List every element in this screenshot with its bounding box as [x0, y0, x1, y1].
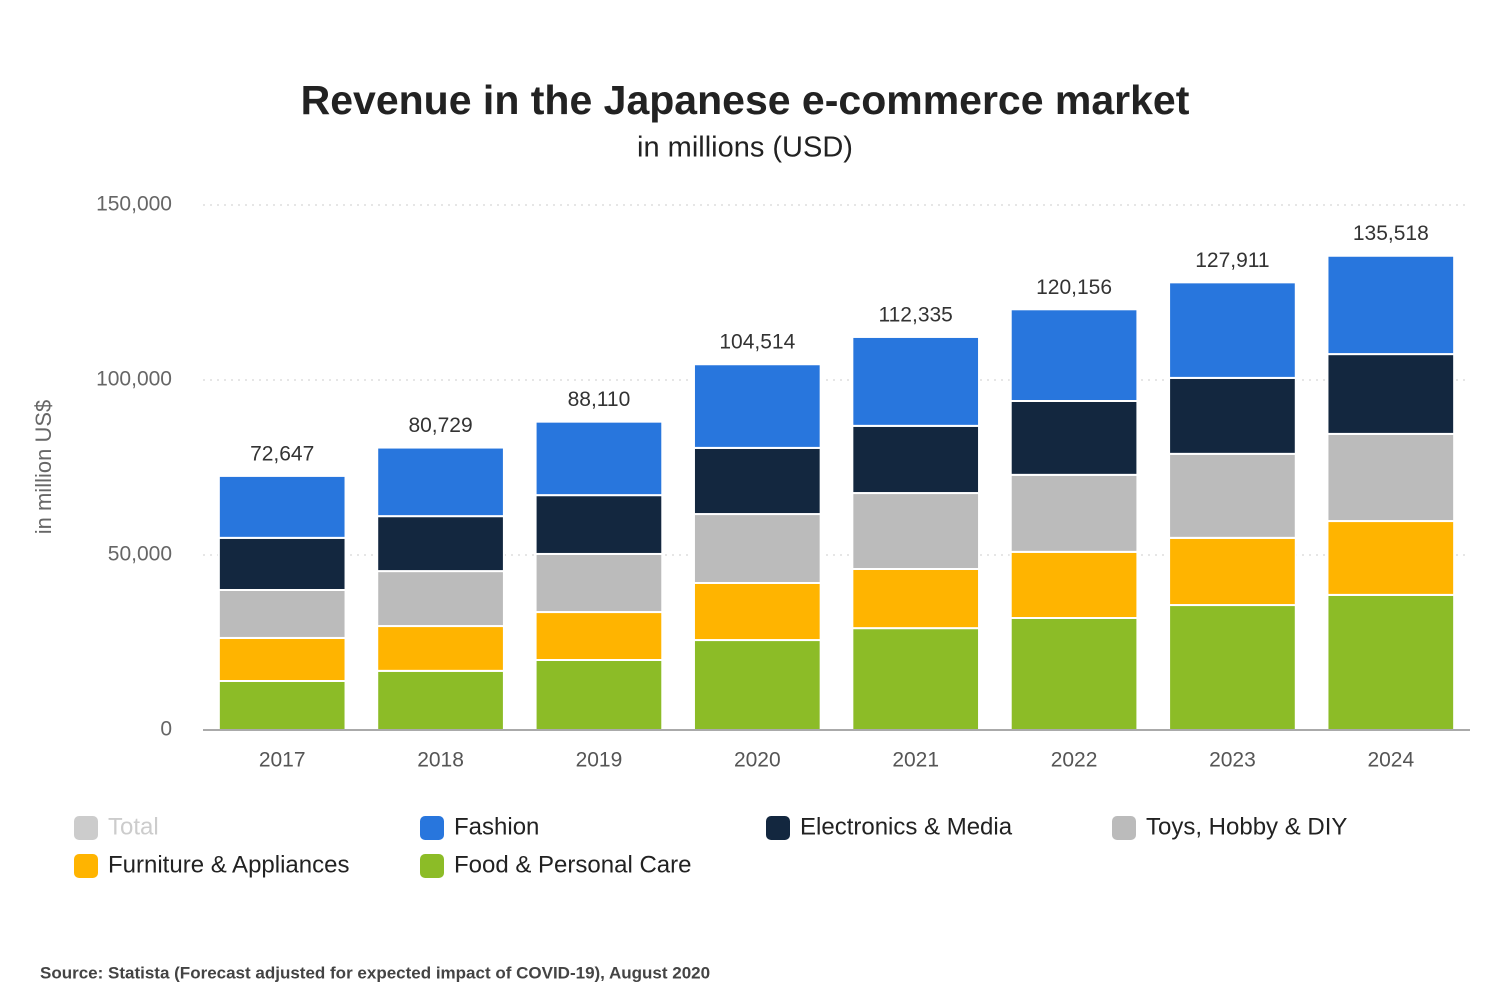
total-label: 88,110	[568, 388, 631, 411]
chart-subtitle: in millions (USD)	[637, 132, 853, 164]
legend-label[interactable]: Fashion	[454, 813, 539, 840]
total-label: 135,518	[1353, 222, 1429, 245]
bar-segment	[1168, 536, 1297, 607]
bar-segment	[1168, 604, 1297, 731]
legend-swatch[interactable]	[420, 854, 444, 878]
bar-segment	[376, 446, 505, 518]
bar-segment	[1009, 550, 1139, 619]
x-tick-label: 2018	[417, 749, 464, 772]
total-label: 104,514	[719, 331, 795, 354]
bar-segment	[217, 680, 347, 731]
bar-segment	[534, 494, 664, 555]
bar-segment	[1168, 452, 1297, 539]
bar-segment	[1009, 617, 1139, 731]
x-tick-label: 2021	[892, 749, 939, 772]
total-label: 127,911	[1195, 249, 1269, 272]
source: Source: Statista (Forecast adjusted for …	[40, 963, 710, 982]
legend-label[interactable]: Electronics & Media	[800, 813, 1013, 840]
bar-segment	[1326, 353, 1456, 435]
bar-segment	[1326, 432, 1456, 523]
chart-title: Revenue in the Japanese e-commerce marke…	[301, 77, 1190, 123]
bar-segment	[1009, 473, 1139, 553]
legend-swatch[interactable]	[74, 816, 98, 840]
legend-swatch[interactable]	[420, 816, 444, 840]
bar-segment	[851, 424, 981, 495]
bar-segment	[217, 536, 347, 591]
legend-label[interactable]: Food & Personal Care	[454, 851, 691, 878]
y-tick-label: 0	[160, 718, 172, 741]
legend-label[interactable]: Total	[108, 813, 159, 840]
bar-segment	[692, 446, 822, 516]
bar-segment	[1168, 376, 1297, 455]
y-tick-label: 50,000	[108, 543, 172, 566]
total-label: 80,729	[408, 414, 472, 437]
legend-swatch[interactable]	[74, 854, 98, 878]
bar-segment	[851, 627, 981, 732]
bar-segment	[692, 582, 822, 642]
bar-segment	[534, 611, 664, 661]
bar-segment	[1326, 254, 1456, 356]
bar-segment	[1326, 520, 1456, 596]
bar-segment	[1168, 281, 1297, 379]
bar-segment	[534, 552, 664, 614]
x-tick-label: 2019	[576, 749, 623, 772]
bar-segment	[851, 568, 981, 630]
total-label: 112,335	[879, 303, 953, 326]
x-tick-label: 2022	[1051, 749, 1098, 772]
bar-segment	[1009, 308, 1139, 402]
total-label: 120,156	[1036, 276, 1112, 299]
bar-segment	[534, 659, 664, 731]
x-tick-label: 2017	[259, 749, 306, 772]
legend-swatch[interactable]	[766, 816, 790, 840]
bar-segment	[851, 335, 981, 427]
bar-segment	[217, 589, 347, 639]
bar-segment	[692, 513, 822, 584]
bar-segment	[851, 492, 981, 570]
bar-segment	[1009, 400, 1139, 476]
bar-segment	[692, 639, 822, 731]
bar-segment	[534, 420, 664, 497]
legend-swatch[interactable]	[1112, 816, 1136, 840]
bar-segment	[692, 363, 822, 449]
bar-segment	[1326, 593, 1456, 732]
bar-segment	[376, 625, 505, 672]
x-tick-label: 2024	[1367, 749, 1414, 772]
y-tick-label: 150,000	[96, 193, 172, 216]
y-axis-title: in million US$	[31, 400, 56, 535]
y-tick-label: 100,000	[96, 368, 172, 391]
bar-segment	[217, 474, 347, 539]
total-label: 72,647	[250, 442, 314, 465]
bar-segment	[376, 515, 505, 573]
bar-segment	[376, 669, 505, 731]
x-tick-label: 2020	[734, 749, 781, 772]
legend-label[interactable]: Toys, Hobby & DIY	[1146, 813, 1347, 840]
legend-label[interactable]: Furniture & Appliances	[108, 851, 349, 878]
x-tick-label: 2023	[1209, 749, 1256, 772]
bar-segment	[376, 570, 505, 628]
bar-segment	[217, 636, 347, 683]
